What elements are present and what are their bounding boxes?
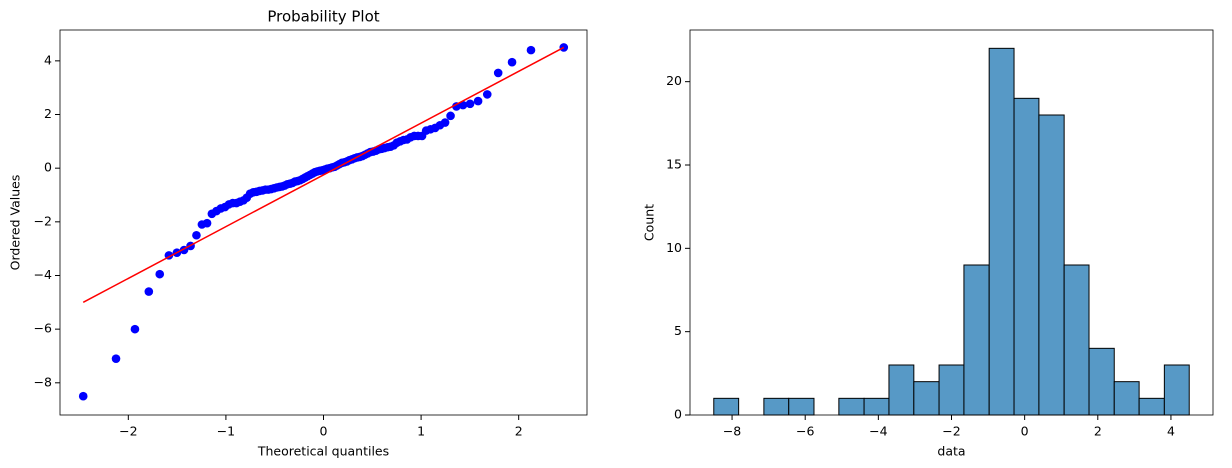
y-tick-label: 0: [44, 160, 52, 175]
point: [473, 96, 483, 106]
bar: [713, 397, 740, 416]
bar: [838, 397, 865, 416]
bar: [988, 47, 1015, 416]
bar: [1113, 381, 1140, 416]
bar: [1013, 97, 1040, 416]
point: [526, 45, 536, 55]
bar: [913, 381, 940, 416]
bar: [888, 364, 915, 416]
point: [155, 269, 165, 279]
point: [144, 287, 154, 296]
bar: [863, 397, 890, 416]
fit-line: [82, 46, 565, 303]
bar: [1163, 364, 1190, 416]
bar: [963, 264, 990, 416]
x-tick-label: 2: [515, 424, 523, 439]
y-tick-label: −2: [34, 213, 52, 228]
point: [111, 354, 121, 363]
y-axis-label: Count: [642, 204, 657, 241]
y-axis-label: Ordered Values: [8, 175, 23, 271]
point: [130, 324, 140, 334]
y-tick-label: 0: [674, 407, 682, 422]
point: [202, 218, 212, 228]
x-tick-label: 0: [1021, 424, 1029, 439]
point: [452, 102, 461, 111]
bar: [1138, 397, 1165, 416]
point: [482, 90, 492, 99]
bar: [938, 364, 965, 416]
x-tick-label: 4: [1167, 424, 1175, 439]
point: [465, 99, 475, 109]
bar: [763, 397, 790, 416]
x-tick-label: 1: [417, 424, 425, 439]
x-tick-label: −1: [217, 424, 235, 439]
y-tick-label: −4: [34, 267, 52, 282]
x-tick-label: 2: [1094, 424, 1102, 439]
axes-frame: [689, 29, 1214, 416]
y-tick-label: 2: [44, 106, 52, 121]
bar: [788, 397, 815, 416]
x-tick-label: −2: [942, 424, 960, 439]
point: [440, 118, 450, 127]
bar: [1088, 347, 1115, 416]
point: [192, 230, 201, 240]
axes-frame: [59, 29, 588, 416]
x-tick-label: −8: [723, 424, 741, 439]
x-axis-label: Theoretical quantiles: [257, 444, 389, 459]
chart-title: Probability Plot: [267, 8, 379, 26]
point: [446, 111, 455, 121]
y-tick-label: 10: [666, 240, 682, 255]
x-tick-label: −6: [796, 424, 814, 439]
point: [507, 57, 517, 67]
bar: [1038, 114, 1065, 416]
y-tick-label: 15: [666, 157, 682, 172]
x-tick-label: −4: [869, 424, 887, 439]
point: [493, 68, 503, 78]
y-tick-label: −6: [34, 321, 52, 336]
point: [78, 391, 88, 401]
bar: [1063, 264, 1090, 416]
point: [458, 100, 468, 110]
x-axis-label: data: [937, 444, 965, 459]
y-tick-label: 20: [666, 73, 682, 88]
y-tick-label: −8: [34, 374, 52, 389]
y-tick-label: 4: [44, 52, 52, 67]
x-tick-label: 0: [320, 424, 328, 439]
x-tick-label: −2: [119, 424, 137, 439]
y-tick-label: 5: [674, 323, 682, 338]
